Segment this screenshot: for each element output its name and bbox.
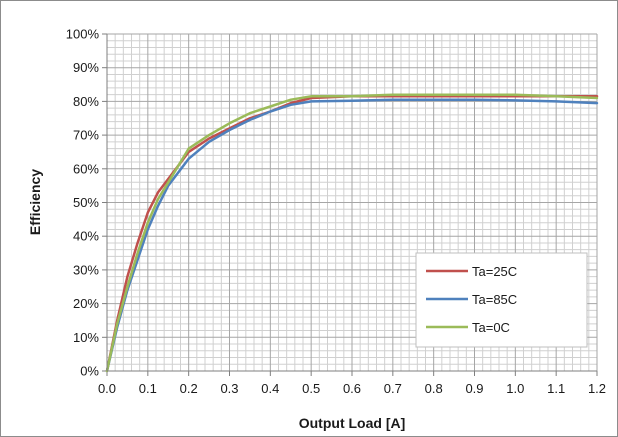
- legend-label-ta25: Ta=25C: [472, 264, 517, 279]
- x-tick-label: 0.0: [98, 381, 116, 396]
- y-tick-label: 80%: [73, 94, 99, 109]
- y-tick-label: 60%: [73, 161, 99, 176]
- x-tick-label: 0.4: [261, 381, 279, 396]
- legend-label-ta0: Ta=0C: [472, 320, 510, 335]
- x-tick-label: 0.3: [220, 381, 238, 396]
- y-tick-label: 50%: [73, 195, 99, 210]
- y-tick-label: 30%: [73, 262, 99, 277]
- series-line-ta85: [105, 98, 599, 373]
- series-layer: [105, 93, 599, 373]
- x-axis-title: Output Load [A]: [299, 415, 406, 431]
- x-tick-label: 0.2: [180, 381, 198, 396]
- y-tick-label: 90%: [73, 60, 99, 75]
- x-tick-label: 1.0: [506, 381, 524, 396]
- x-tick-label: 0.8: [425, 381, 443, 396]
- y-axis-title: Efficiency: [27, 169, 43, 235]
- y-tick-label: 10%: [73, 330, 99, 345]
- x-tick-label: 0.7: [384, 381, 402, 396]
- y-tick-label: 40%: [73, 229, 99, 244]
- legend-label-ta85: Ta=85C: [472, 292, 517, 307]
- x-tick-label: 0.6: [343, 381, 361, 396]
- x-tick-label: 1.1: [547, 381, 565, 396]
- x-tick-label: 0.9: [465, 381, 483, 396]
- x-tick-label: 1.2: [588, 381, 606, 396]
- series-line-ta0: [105, 93, 599, 373]
- x-tick-label: 0.5: [302, 381, 320, 396]
- y-tick-label: 20%: [73, 296, 99, 311]
- legend: Ta=25C Ta=85C Ta=0C: [415, 252, 588, 348]
- x-tick-label: 0.1: [139, 381, 157, 396]
- series-line-ta25: [105, 95, 599, 373]
- y-tick-label: 100%: [66, 27, 100, 42]
- x-axis-ticks: 0.0 0.1 0.2 0.3 0.4 0.5 0.6 0.7 0.8 0.9 1.0 1.1 1.2: [98, 371, 606, 396]
- y-tick-label: 0%: [80, 364, 99, 379]
- y-tick-label: 70%: [73, 128, 99, 143]
- y-axis-ticks: 0% 10% 20% 30% 40% 50% 60% 70% 80% 90% 100%: [66, 27, 107, 379]
